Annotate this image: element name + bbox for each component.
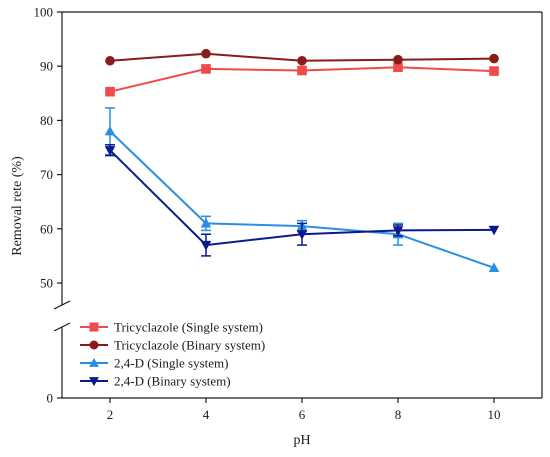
- series-2: [105, 48, 499, 66]
- legend-label: 2,4-D (Binary system): [114, 374, 231, 389]
- data-point: [105, 55, 115, 66]
- series-4: [104, 144, 500, 257]
- data-point: [296, 230, 308, 240]
- legend: Tricyclazole (Single system) Tricyclazole…: [80, 320, 265, 389]
- axis-break-mark-upper: [53, 300, 71, 310]
- data-point: [104, 125, 116, 136]
- data-point: [105, 86, 115, 97]
- y-tick-label: 50: [40, 276, 53, 291]
- y-tick-label: 100: [34, 5, 54, 20]
- data-point: [200, 217, 212, 228]
- data-point: [488, 225, 500, 236]
- legend-item-1: Tricyclazole (Single system): [80, 320, 263, 335]
- x-tick-label: 10: [488, 407, 501, 422]
- x-tick-label: 2: [107, 407, 114, 422]
- y-tick-label: 70: [40, 167, 53, 182]
- y-axis-label: Removal rete (%): [10, 156, 25, 256]
- y-tick-label: 80: [40, 113, 53, 128]
- data-point: [200, 240, 212, 251]
- legend-item-2: Tricyclazole (Binary system): [80, 338, 265, 353]
- data-point: [104, 146, 116, 156]
- series-3: [104, 107, 500, 272]
- data-point: [393, 54, 403, 65]
- data-point: [393, 62, 403, 73]
- data-point: [489, 66, 499, 76]
- y-tick-label: 0: [47, 391, 54, 406]
- data-point: [201, 48, 211, 59]
- legend-label: Tricyclazole (Single system): [114, 320, 263, 335]
- data-point: [89, 322, 99, 332]
- x-tick-label: 6: [299, 407, 306, 422]
- data-point: [489, 53, 499, 64]
- data-point: [297, 65, 307, 76]
- x-tick-label: 8: [395, 407, 402, 422]
- legend-label: 2,4-D (Single system): [114, 356, 228, 371]
- legend-item-3: 2,4-D (Single system): [80, 356, 228, 371]
- x-axis-label: pH: [293, 433, 310, 448]
- legend-label: Tricyclazole (Binary system): [114, 338, 265, 353]
- data-point: [201, 64, 211, 74]
- legend-item-4: 2,4-D (Binary system): [80, 374, 231, 389]
- data-point: [297, 55, 307, 66]
- series-1: [105, 62, 499, 97]
- axis-break-mark-lower: [53, 322, 71, 332]
- data-point: [392, 226, 404, 236]
- data-point: [89, 340, 99, 350]
- axes: 0 50 60 70 80 90 100 2 4 6 8 10: [34, 5, 543, 422]
- y-tick-label: 60: [40, 221, 53, 236]
- x-tick-label: 4: [203, 407, 210, 422]
- series-line: [109, 130, 495, 269]
- data-point: [89, 377, 99, 387]
- y-tick-label: 90: [40, 59, 53, 74]
- series-layer: [104, 48, 500, 272]
- data-point: [488, 262, 500, 272]
- data-point: [89, 357, 99, 367]
